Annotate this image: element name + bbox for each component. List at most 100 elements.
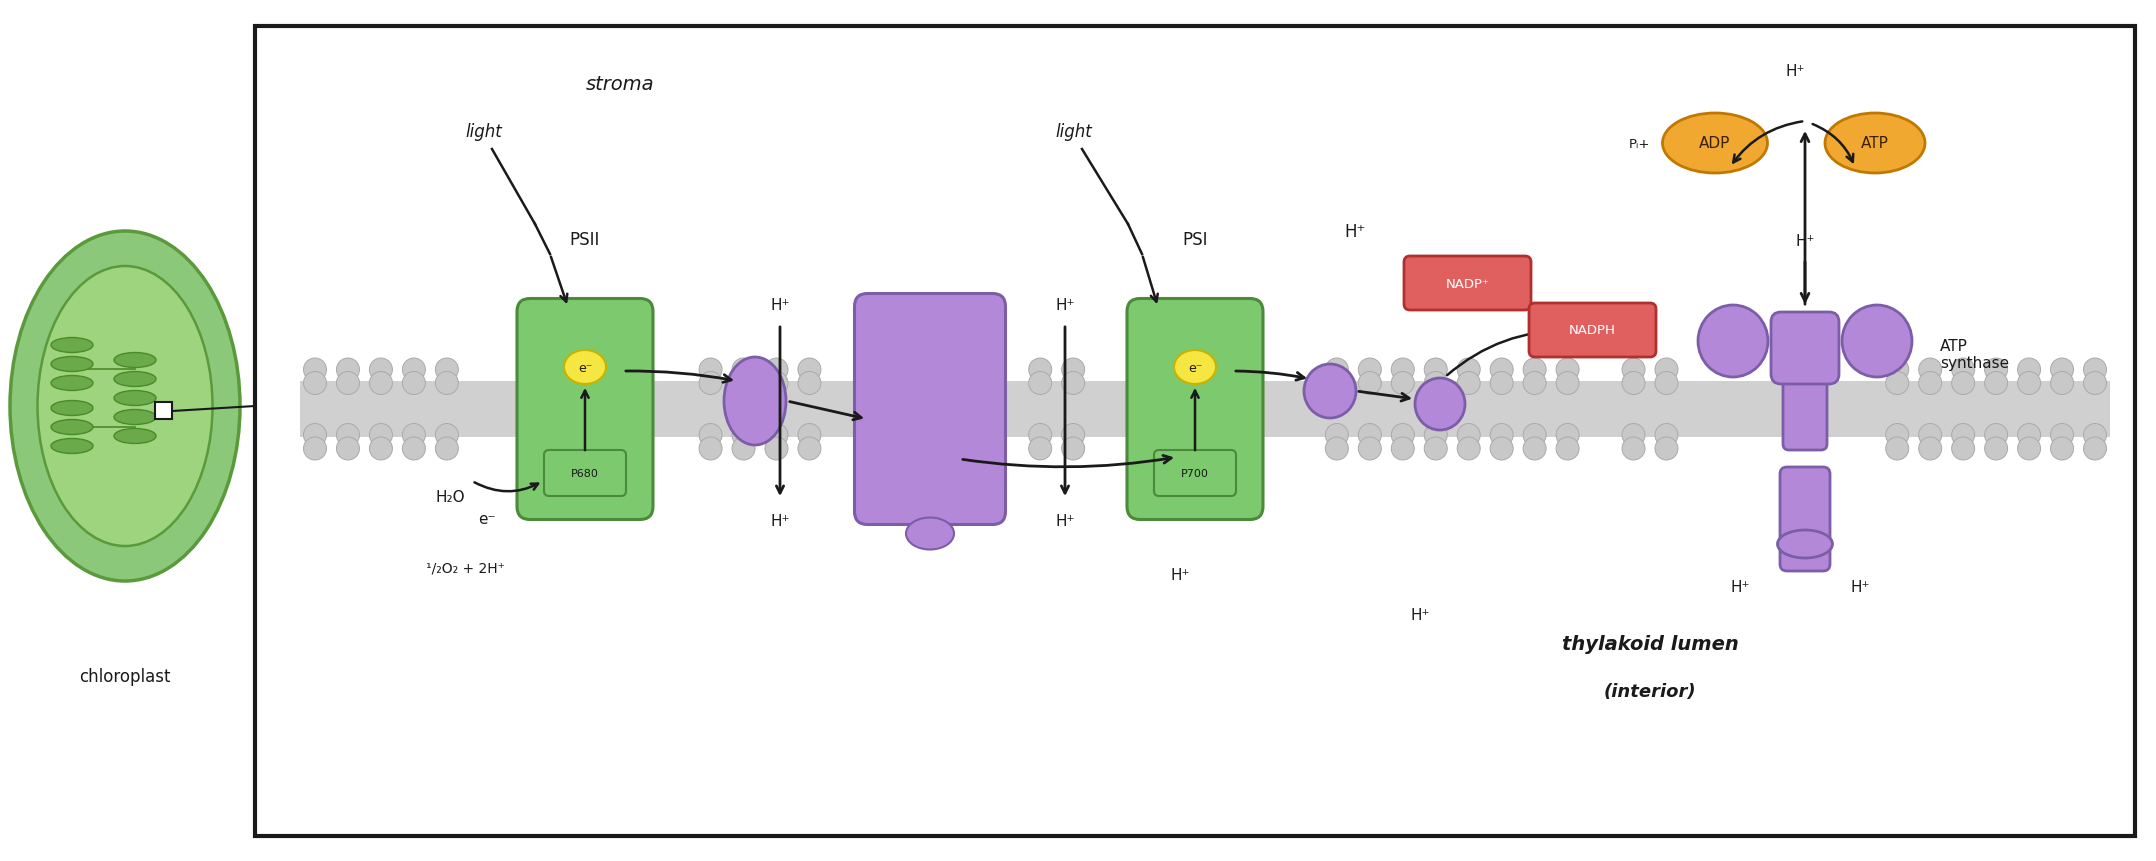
Text: (interior): (interior) <box>1604 682 1697 700</box>
Circle shape <box>1425 372 1447 395</box>
Circle shape <box>336 358 360 381</box>
Circle shape <box>1621 372 1645 395</box>
Circle shape <box>765 437 787 461</box>
Ellipse shape <box>114 429 155 444</box>
Text: H⁺: H⁺ <box>1796 234 1815 249</box>
Circle shape <box>2018 424 2040 447</box>
Circle shape <box>798 358 821 381</box>
FancyBboxPatch shape <box>543 450 625 497</box>
Circle shape <box>1557 372 1578 395</box>
Ellipse shape <box>1304 364 1356 418</box>
Circle shape <box>1358 424 1382 447</box>
Circle shape <box>2050 358 2074 381</box>
FancyBboxPatch shape <box>1781 468 1830 572</box>
Circle shape <box>798 424 821 447</box>
Bar <box>155 403 172 419</box>
Circle shape <box>436 424 459 447</box>
Circle shape <box>1326 372 1348 395</box>
Ellipse shape <box>52 439 93 454</box>
Text: P700: P700 <box>1181 468 1210 479</box>
Circle shape <box>1326 424 1348 447</box>
Circle shape <box>369 372 392 395</box>
Circle shape <box>1490 372 1514 395</box>
Text: e⁻: e⁻ <box>479 512 496 527</box>
Circle shape <box>733 372 755 395</box>
Text: H⁺: H⁺ <box>1054 514 1074 529</box>
Circle shape <box>1457 372 1481 395</box>
Circle shape <box>733 358 755 381</box>
Ellipse shape <box>52 376 93 391</box>
Ellipse shape <box>114 391 155 406</box>
Circle shape <box>369 424 392 447</box>
Circle shape <box>1457 358 1481 381</box>
Circle shape <box>1028 358 1052 381</box>
Circle shape <box>798 437 821 461</box>
Text: ADP: ADP <box>1699 136 1731 152</box>
Circle shape <box>1621 424 1645 447</box>
Circle shape <box>699 437 722 461</box>
Bar <box>300 381 2111 437</box>
FancyBboxPatch shape <box>854 294 1005 525</box>
Circle shape <box>1656 437 1677 461</box>
Circle shape <box>1656 372 1677 395</box>
Circle shape <box>1951 372 1975 395</box>
Ellipse shape <box>1699 306 1768 378</box>
Circle shape <box>1391 358 1414 381</box>
Text: e⁻: e⁻ <box>1188 361 1203 374</box>
Circle shape <box>2050 372 2074 395</box>
FancyBboxPatch shape <box>1783 367 1826 450</box>
Circle shape <box>336 424 360 447</box>
Circle shape <box>403 437 425 461</box>
Ellipse shape <box>11 232 239 581</box>
Circle shape <box>1457 424 1481 447</box>
Ellipse shape <box>52 357 93 372</box>
Circle shape <box>1358 358 1382 381</box>
Circle shape <box>304 358 326 381</box>
Circle shape <box>1391 437 1414 461</box>
Circle shape <box>1621 358 1645 381</box>
Text: H⁺: H⁺ <box>1171 567 1190 582</box>
Circle shape <box>733 437 755 461</box>
Circle shape <box>1621 437 1645 461</box>
Circle shape <box>2018 437 2040 461</box>
Text: light: light <box>466 123 502 141</box>
Text: H⁺: H⁺ <box>1410 607 1429 622</box>
Circle shape <box>1951 424 1975 447</box>
Circle shape <box>1522 424 1546 447</box>
Text: ATP
synthase: ATP synthase <box>1940 338 2009 371</box>
Text: e⁻: e⁻ <box>578 361 593 374</box>
Ellipse shape <box>52 401 93 416</box>
Circle shape <box>436 372 459 395</box>
Circle shape <box>699 358 722 381</box>
Text: thylakoid lumen: thylakoid lumen <box>1561 635 1738 653</box>
Circle shape <box>1886 358 1908 381</box>
Circle shape <box>403 372 425 395</box>
Ellipse shape <box>724 357 787 445</box>
Ellipse shape <box>114 410 155 425</box>
Circle shape <box>699 372 722 395</box>
Circle shape <box>304 437 326 461</box>
Ellipse shape <box>1414 379 1464 430</box>
Circle shape <box>403 358 425 381</box>
FancyBboxPatch shape <box>1404 257 1531 311</box>
Ellipse shape <box>114 372 155 387</box>
Circle shape <box>1522 437 1546 461</box>
Circle shape <box>1326 437 1348 461</box>
Circle shape <box>1326 358 1348 381</box>
Text: H⁺: H⁺ <box>1731 579 1751 595</box>
Ellipse shape <box>1662 114 1768 174</box>
Circle shape <box>1425 424 1447 447</box>
Circle shape <box>1522 358 1546 381</box>
Circle shape <box>1951 437 1975 461</box>
Circle shape <box>304 372 326 395</box>
Text: NADPH: NADPH <box>1570 324 1617 338</box>
Circle shape <box>2083 358 2106 381</box>
Text: H⁺: H⁺ <box>770 514 789 529</box>
Circle shape <box>1986 358 2007 381</box>
Circle shape <box>336 372 360 395</box>
Text: PSI: PSI <box>1181 231 1207 249</box>
Circle shape <box>798 372 821 395</box>
Circle shape <box>2050 437 2074 461</box>
Circle shape <box>304 424 326 447</box>
FancyBboxPatch shape <box>1153 450 1235 497</box>
